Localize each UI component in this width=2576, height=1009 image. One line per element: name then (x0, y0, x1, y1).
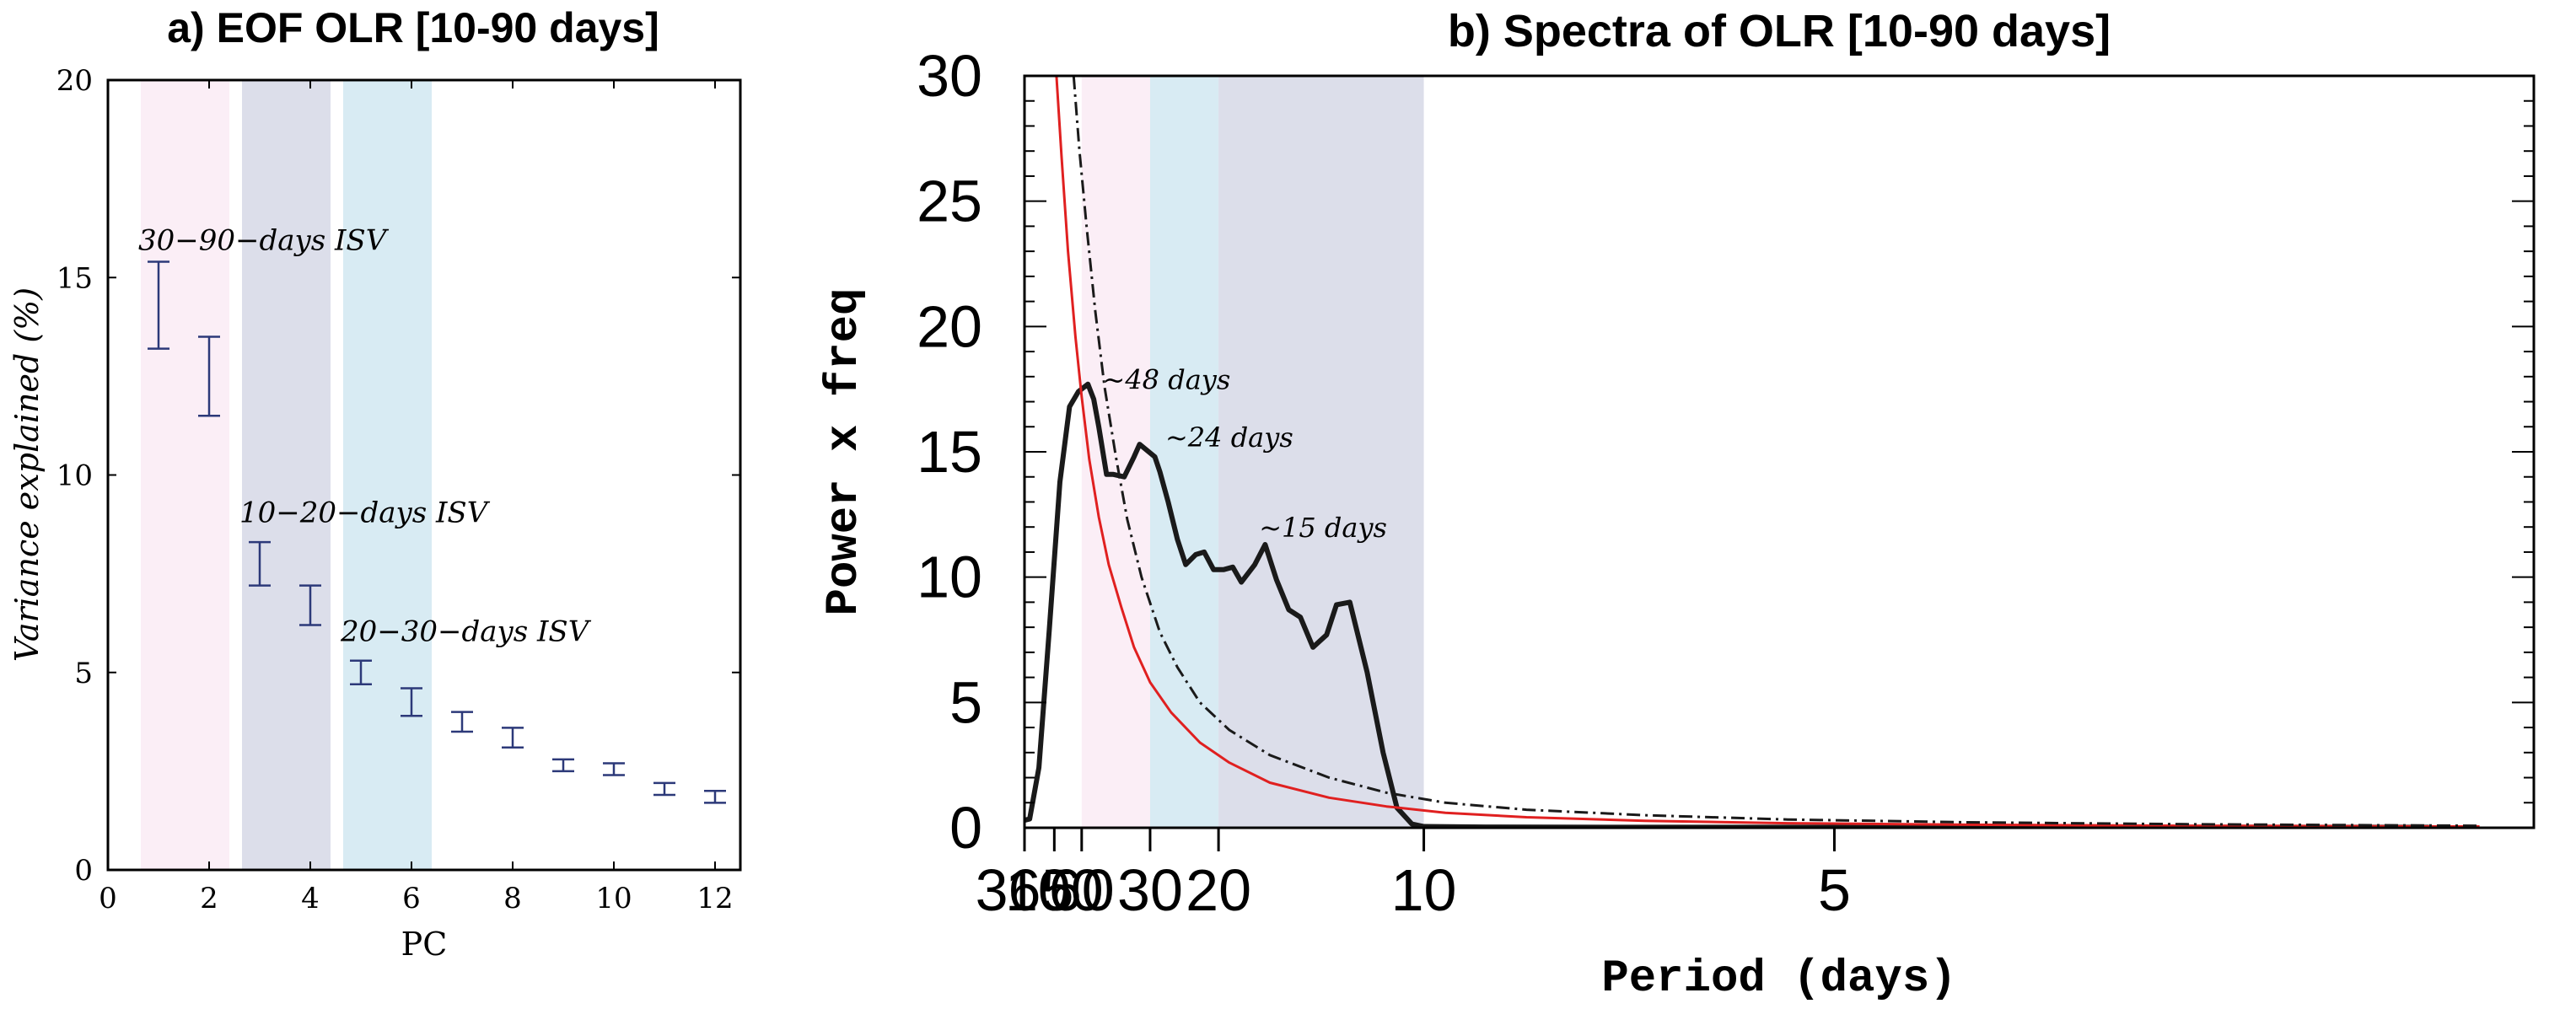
x-tick-label-a-3: 6 (402, 882, 421, 915)
panel-b-ticks (1023, 75, 2534, 851)
x-tick-label-b-0: 365 (976, 857, 1074, 923)
series-line-1 (1055, 76, 2480, 828)
x-tick-label-a-1: 2 (200, 882, 218, 915)
y-tick-label-a-0: 0 (74, 854, 93, 888)
peak-annotation-1: ~24 days (1165, 421, 1293, 454)
y-tick-label-a-1: 5 (74, 657, 93, 690)
error-bar-pc7 (451, 711, 473, 733)
x-tick-label-b-4: 20 (1186, 857, 1251, 923)
panel-a-title: a) EOF OLR [10-90 days] (167, 4, 659, 51)
error-bar-pc2 (198, 335, 220, 417)
error-bar-pc6 (401, 687, 422, 717)
panel-a-eof-chart: 0 2 4 6 8 10 12 0 5 10 15 20 30−90−days ISV 10−20−da… (8, 4, 742, 963)
y-tick-label-b-2: 10 (917, 545, 982, 610)
band-a-1 (242, 80, 331, 870)
x-tick-label-a-2: 4 (301, 882, 320, 915)
panel-a-xlabel: PC (401, 926, 448, 963)
panel-b-bands (1081, 76, 1424, 828)
annotation-a-2: 20−30−days ISV (340, 615, 592, 648)
panel-a-bands (141, 80, 432, 870)
y-tick-label-b-3: 15 (917, 419, 982, 485)
y-tick-label-a-4: 20 (56, 64, 93, 98)
x-tick-label-a-5: 10 (595, 882, 632, 915)
panel-a-tick-labels: 0 2 4 6 8 10 12 0 5 10 15 20 (56, 64, 734, 915)
error-bar-pc4 (299, 584, 321, 626)
annotation-a-0: 30−90−days ISV (138, 223, 390, 257)
peak-annotation-2: ~15 days (1259, 512, 1387, 544)
panel-a-error-bars (148, 260, 726, 804)
x-tick-label-a-6: 12 (696, 882, 733, 915)
x-tick-label-b-1: 100 (1005, 857, 1104, 923)
panel-b-title: b) Spectra of OLR [10-90 days] (1448, 6, 2111, 56)
y-tick-label-b-0: 0 (949, 795, 982, 861)
error-bar-pc11 (653, 781, 675, 797)
x-tick-label-b-5: 10 (1391, 857, 1457, 923)
error-bar-pc10 (603, 762, 625, 776)
series-line-2 (1072, 76, 2480, 828)
series-line-0 (1024, 381, 2429, 828)
panel-a-ylabel: Variance explained (%) (8, 287, 46, 662)
panel-b-series (1024, 76, 2480, 828)
y-tick-label-a-2: 10 (56, 459, 93, 493)
x-tick-label-b-6: 5 (1818, 857, 1851, 923)
error-bar-pc1 (148, 260, 169, 350)
panel-a-frame (106, 78, 742, 872)
error-bar-pc12 (704, 790, 726, 804)
band-a-2 (343, 80, 432, 870)
panel-b-frame (1023, 74, 2536, 829)
band-b-2 (1218, 76, 1424, 828)
error-bar-pc9 (552, 758, 574, 773)
x-tick-label-b-3: 30 (1117, 857, 1183, 923)
panel-b-ylabel: Power x freq (819, 288, 870, 616)
error-bar-pc5 (350, 659, 372, 686)
x-tick-label-a-4: 8 (503, 882, 522, 915)
error-bar-pc3 (249, 540, 271, 587)
x-tick-label-b-2: 60 (1049, 857, 1115, 923)
y-tick-label-b-5: 25 (917, 169, 982, 234)
annotation-a-1: 10−20−days ISV (239, 496, 491, 530)
band-a-0 (141, 80, 229, 870)
y-tick-label-b-6: 30 (917, 43, 982, 109)
panel-a-annotations: 30−90−days ISV 10−20−days ISV 20−30−days I… (138, 223, 592, 648)
x-tick-label-a-0: 0 (99, 882, 117, 915)
y-tick-label-a-3: 15 (56, 261, 93, 295)
band-b-1 (1149, 76, 1219, 828)
y-tick-label-b-4: 20 (917, 293, 982, 359)
y-tick-label-b-1: 5 (949, 669, 982, 735)
error-bar-pc8 (502, 727, 524, 749)
panel-b-xlabel: Period (days) (1601, 953, 1956, 1005)
panel-b-annotations: ~48 days ~24 days ~15 days (1103, 364, 1387, 544)
peak-annotation-0: ~48 days (1103, 364, 1231, 396)
